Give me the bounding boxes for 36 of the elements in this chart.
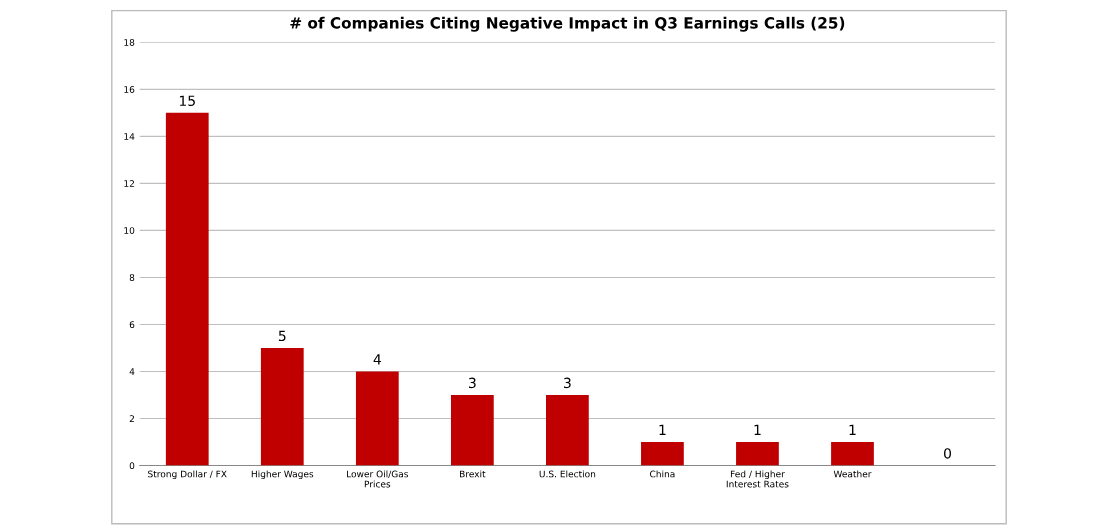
x-tick-label: Strong Dollar / FX [148, 470, 227, 480]
x-tick-label: Brexit [460, 470, 486, 478]
y-tick-label: 8 [129, 274, 135, 281]
chart-title: # of Companies Citing Negative Impact in Q3 Earnings Calls (25) [290, 16, 845, 32]
y-tick-label: 16 [124, 86, 135, 93]
bar [450, 394, 494, 466]
data-label: 1 [849, 424, 856, 435]
y-tick-label: 4 [129, 368, 135, 375]
y-tick-label: 14 [124, 133, 135, 140]
bar [546, 394, 589, 466]
y-tick-label: 10 [124, 227, 135, 234]
x-tick-label: U.S. Election [539, 470, 596, 478]
data-label: 1 [754, 424, 761, 435]
bar [736, 442, 779, 466]
x-tick-label: Fed / Higher Interest Rates [726, 470, 789, 488]
y-tick-label: 12 [124, 180, 134, 187]
y-tick-label: 0 [129, 462, 135, 470]
y-tick-label: 6 [129, 321, 135, 329]
y-tick-label: 2 [129, 415, 134, 422]
data-label: 15 [179, 95, 195, 106]
x-tick-label: China [650, 470, 675, 478]
bar [831, 442, 874, 466]
bar [355, 371, 399, 466]
data-label: 3 [564, 377, 571, 389]
data-label: 0 [944, 448, 951, 459]
x-tick-label: Lower Oil/Gas Prices [347, 470, 409, 488]
y-tick-label: 18 [124, 39, 135, 46]
bar [165, 112, 209, 466]
x-tick-label: Weather [833, 470, 872, 478]
data-label: 3 [469, 377, 476, 389]
data-label: 1 [659, 424, 666, 435]
bar [641, 442, 684, 466]
data-label: 4 [373, 354, 381, 365]
bar [260, 347, 304, 466]
x-tick-label: Higher Wages [251, 470, 314, 480]
data-label: 5 [278, 330, 286, 342]
